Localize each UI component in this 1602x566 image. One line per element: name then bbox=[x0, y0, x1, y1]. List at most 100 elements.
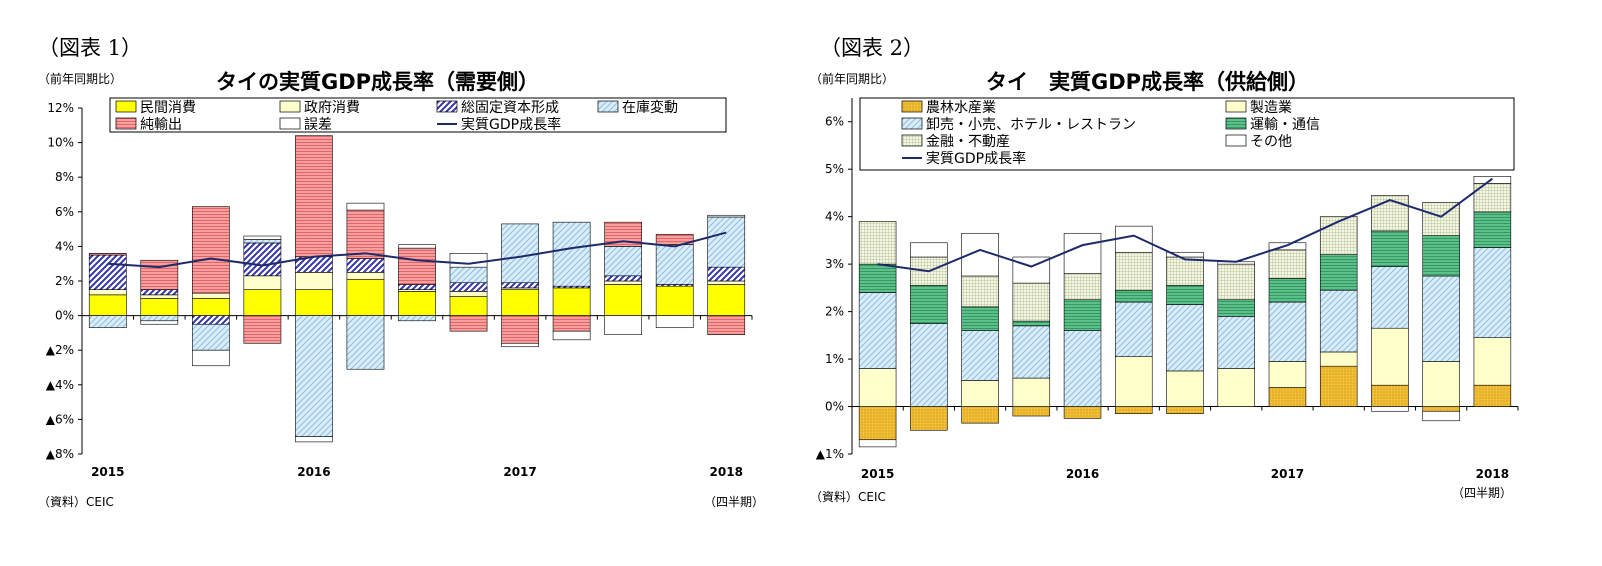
bar-segment bbox=[1115, 251, 1153, 291]
legend-swatch bbox=[115, 100, 137, 113]
bar-segment bbox=[1422, 406, 1460, 412]
y-tick-label: 3% bbox=[825, 257, 844, 271]
y-tick-label: ▲4% bbox=[46, 378, 74, 392]
bar-segment bbox=[655, 315, 694, 329]
y-tick-label: 2% bbox=[825, 305, 844, 319]
y-tick-label: 0% bbox=[55, 309, 74, 323]
bar-segment bbox=[1115, 225, 1153, 253]
bar-segment bbox=[501, 315, 539, 344]
legend-swatch bbox=[1225, 117, 1247, 130]
bar-segment bbox=[1115, 301, 1153, 357]
bar-segment bbox=[910, 406, 948, 431]
bar-segment bbox=[501, 282, 539, 289]
bar-segment bbox=[501, 289, 539, 316]
bar-segment bbox=[1166, 285, 1204, 305]
bar-segment bbox=[346, 258, 385, 273]
bar-segment bbox=[604, 284, 643, 316]
bar-segment bbox=[1268, 242, 1307, 251]
supply-side-chart-panel: （図表 2） （前年同期比） タイ 実質GDP成長率（供給側） ▲1% 0% 1% 2… bbox=[800, 0, 1602, 566]
bar-segment bbox=[858, 221, 897, 265]
bar-segment bbox=[1319, 365, 1358, 407]
bar-segment bbox=[295, 315, 333, 438]
legend-label: 在庫変動 bbox=[622, 99, 678, 116]
bar-segment bbox=[552, 330, 591, 341]
bar-segment bbox=[295, 289, 333, 316]
bar-segment bbox=[501, 223, 539, 284]
y-tick-label: 4% bbox=[825, 210, 844, 224]
bar-segment bbox=[346, 278, 385, 316]
bar-segment bbox=[449, 296, 488, 316]
y-tick-label: ▲8% bbox=[46, 447, 74, 461]
figure-label: （図表 2） bbox=[820, 36, 925, 60]
bar-segment bbox=[1063, 406, 1102, 419]
bar-segment bbox=[1268, 249, 1307, 279]
bar-segment bbox=[1012, 282, 1051, 322]
legend-box bbox=[109, 97, 727, 133]
source-label: （資料）CEIC bbox=[810, 490, 886, 504]
bar-segment bbox=[707, 315, 746, 335]
y-tick-label: ▲6% bbox=[46, 412, 74, 426]
bar-segment bbox=[1319, 289, 1358, 353]
bar-segment bbox=[295, 436, 333, 443]
bar-segment bbox=[1319, 351, 1358, 367]
bar-segment bbox=[858, 368, 897, 407]
bar-segment bbox=[346, 272, 385, 280]
bar-segment bbox=[191, 297, 230, 316]
bar-segment bbox=[858, 263, 897, 293]
bar-segment bbox=[1166, 304, 1204, 372]
bar-segment bbox=[858, 439, 897, 448]
x-tick-label: 2018 bbox=[1476, 467, 1509, 481]
bar-segment bbox=[1012, 325, 1051, 379]
bar-segment bbox=[191, 206, 230, 294]
bar-segment bbox=[243, 235, 282, 240]
bar-segment bbox=[655, 233, 694, 245]
period-label: （四半期） bbox=[1452, 486, 1513, 500]
y-unit-label: （前年同期比） bbox=[38, 72, 123, 86]
legend-label: その他 bbox=[1250, 134, 1292, 150]
legend-swatch bbox=[279, 100, 301, 113]
x-tick-label: 2016 bbox=[297, 465, 330, 479]
bar-segment bbox=[449, 282, 488, 292]
bar-segment bbox=[1422, 275, 1460, 362]
bar-segment bbox=[191, 315, 230, 325]
bar-segment bbox=[910, 285, 948, 324]
bar-segment bbox=[1012, 377, 1051, 407]
bar-segment bbox=[191, 349, 230, 367]
legend-label: 政府消費 bbox=[304, 100, 360, 116]
bar-segment bbox=[1371, 230, 1409, 267]
bar-segment bbox=[243, 289, 282, 316]
bar-segment bbox=[858, 406, 897, 441]
bar-segment bbox=[243, 239, 282, 244]
legend-label: 製造業 bbox=[1250, 100, 1292, 116]
demand-side-chart: ▲8% ▲6% ▲4% ▲2% 0% 2% 4% 6% 8% 10% 12% 2015 2016 2017… bbox=[46, 97, 753, 479]
bar-segment bbox=[1268, 278, 1307, 303]
legend-label: 農林水産業 bbox=[926, 100, 996, 116]
bar-segment bbox=[1063, 273, 1102, 301]
bar-segment bbox=[961, 380, 999, 407]
bar-segment bbox=[655, 244, 694, 285]
bar-segment bbox=[1268, 301, 1307, 362]
bar-segment bbox=[1473, 337, 1512, 386]
bar-segment bbox=[858, 292, 897, 369]
y-tick-label: 5% bbox=[825, 162, 844, 176]
bar-segment bbox=[1268, 361, 1307, 388]
x-tick-label: 2017 bbox=[503, 465, 536, 479]
bar-segment bbox=[449, 315, 488, 332]
bar-segment bbox=[449, 291, 488, 297]
bar-segment bbox=[243, 315, 282, 344]
bar-segment bbox=[398, 244, 436, 249]
legend-swatch bbox=[1225, 134, 1247, 147]
legend-swatch bbox=[597, 100, 619, 113]
legend-swatch bbox=[115, 117, 137, 130]
bar-segment bbox=[191, 323, 230, 351]
y-tick-label: 10% bbox=[47, 136, 74, 150]
chart-title: タイの実質GDP成長率（需要側） bbox=[216, 70, 540, 94]
y-tick-label: 8% bbox=[55, 170, 74, 184]
bar-segment bbox=[1217, 368, 1255, 407]
bar-segment bbox=[140, 315, 179, 322]
bar-segment bbox=[140, 297, 179, 316]
bar-segment bbox=[1115, 406, 1153, 414]
figure-label: （図表 1） bbox=[38, 36, 143, 60]
bar-segment bbox=[1166, 256, 1204, 286]
bar-segment bbox=[88, 315, 127, 329]
